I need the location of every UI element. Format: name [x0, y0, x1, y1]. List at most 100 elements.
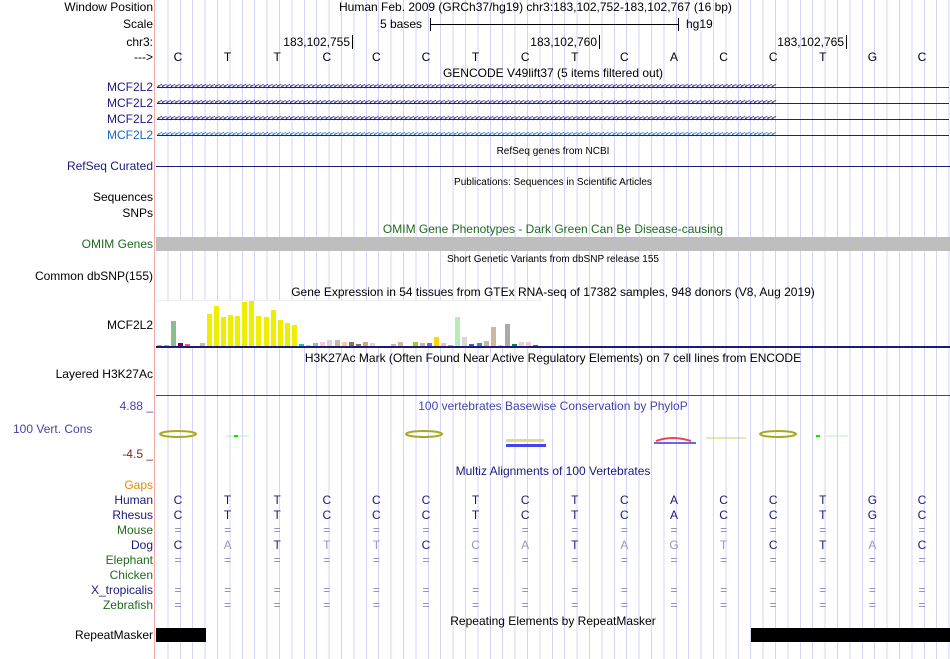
species-label[interactable]: Human — [114, 493, 153, 507]
gtex-title[interactable]: Gene Expression in 54 tissues from GTEx … — [291, 285, 815, 299]
alignment-base: = — [620, 523, 628, 537]
gtex-tissue-bar[interactable] — [512, 344, 517, 346]
gtex-tissue-bar[interactable] — [533, 345, 539, 346]
snps-label[interactable]: SNPs — [122, 206, 153, 220]
multiz-title[interactable]: Multiz Alignments of 100 Vertebrates — [455, 464, 651, 478]
alignment-base: G — [669, 538, 679, 552]
gtex-tissue-bar[interactable] — [462, 337, 468, 346]
gtex-tissue-bar[interactable] — [157, 345, 162, 346]
gtex-tissue-bar[interactable] — [391, 344, 397, 346]
gtex-tissue-bar[interactable] — [270, 310, 276, 346]
gtex-tissue-bar[interactable] — [263, 317, 269, 346]
gene-label[interactable]: MCF2L2 — [106, 80, 153, 94]
gtex-tissue-bar[interactable] — [362, 341, 368, 346]
gtex-tissue-bar[interactable] — [256, 316, 262, 346]
omim-label[interactable]: OMIM Genes — [81, 237, 153, 251]
gtex-tissue-bar[interactable] — [348, 342, 354, 346]
refseq-label[interactable]: RefSeq Curated — [66, 159, 153, 173]
gtex-tissue-bar[interactable] — [455, 317, 461, 346]
gtex-tissue-bar[interactable] — [519, 342, 525, 346]
gene-label[interactable]: MCF2L2 — [106, 96, 153, 110]
gtex-tissue-bar[interactable] — [277, 320, 283, 346]
gtex-tissue-bar[interactable] — [526, 341, 532, 346]
gene-transcript[interactable]: <<<<<<<<<<<<<<<<<<<<<<<<<<<<<<<<<<<<<<<<… — [157, 83, 949, 91]
gtex-tissue-bar[interactable] — [398, 341, 404, 346]
gtex-tissue-bar[interactable] — [299, 344, 304, 346]
gtex-tissue-bar[interactable] — [483, 341, 489, 346]
gtex-tissue-bar[interactable] — [341, 342, 347, 346]
gene-transcript[interactable]: <<<<<<<<<<<<<<<<<<<<<<<<<<<<<<<<<<<<<<<<… — [157, 115, 949, 123]
species-label[interactable]: Mouse — [116, 523, 153, 537]
base-letter: C — [719, 50, 728, 64]
gtex-tissue-bar[interactable] — [327, 340, 333, 346]
gtex-tissue-bar[interactable] — [228, 315, 233, 346]
gtex-tissue-bar[interactable] — [469, 344, 475, 346]
gene-label[interactable]: MCF2L2 — [106, 112, 153, 126]
gtex-tissue-bar[interactable] — [320, 342, 326, 346]
base-letter: T — [273, 50, 281, 64]
gtex-tissue-bar[interactable] — [441, 343, 446, 346]
dbsnp-label[interactable]: Common dbSNP(155) — [34, 269, 153, 283]
alignment-base: C — [620, 493, 629, 507]
species-label[interactable]: Chicken — [109, 568, 153, 582]
gtex-tissue-bar[interactable] — [185, 343, 191, 346]
gtex-label[interactable]: MCF2L2 — [106, 318, 153, 332]
gtex-tissue-bar[interactable] — [426, 343, 432, 346]
gtex-tissue-bar[interactable] — [171, 321, 177, 346]
h3k27ac-label[interactable]: Layered H3K27Ac — [55, 367, 153, 381]
gtex-tissue-bar[interactable] — [355, 344, 361, 346]
refseq-title[interactable]: RefSeq genes from NCBI — [496, 146, 610, 157]
gtex-tissue-bar[interactable] — [313, 343, 319, 346]
gtex-tissue-bar[interactable] — [448, 345, 454, 346]
phylop-title[interactable]: 100 vertebrates Basewise Conservation by… — [418, 399, 688, 413]
gtex-tissue-bar[interactable] — [412, 342, 418, 346]
gene-label[interactable]: MCF2L2 — [106, 128, 153, 142]
omim-gene-bar[interactable] — [156, 237, 950, 251]
repeat-element[interactable] — [751, 628, 950, 642]
gene-transcript[interactable]: <<<<<<<<<<<<<<<<<<<<<<<<<<<<<<<<<<<<<<<<… — [157, 99, 949, 107]
gtex-tissue-bar[interactable] — [235, 316, 241, 346]
gtex-tissue-bar[interactable] — [178, 342, 184, 346]
gtex-tissue-bar[interactable] — [370, 343, 375, 346]
gtex-tissue-bar[interactable] — [433, 336, 439, 346]
gtex-tissue-bar[interactable] — [199, 342, 205, 346]
gene-transcript[interactable]: <<<<<<<<<<<<<<<<<<<<<<<<<<<<<<<<<<<<<<<<… — [157, 131, 949, 139]
phylop-label[interactable]: 100 Vert. Cons — [13, 422, 93, 436]
gtex-tissue-bar[interactable] — [164, 345, 170, 346]
gtex-tissue-bar[interactable] — [419, 343, 425, 346]
species-label[interactable]: Dog — [130, 538, 153, 552]
gtex-tissue-bar[interactable] — [306, 345, 312, 346]
gtex-tissue-bar[interactable] — [497, 345, 503, 346]
species-label[interactable]: Elephant — [105, 553, 153, 567]
gtex-tissue-bar[interactable] — [220, 316, 226, 346]
gencode-title[interactable]: GENCODE V49lift37 (5 items filtered out) — [442, 66, 664, 80]
gtex-tissue-bar[interactable] — [213, 306, 219, 346]
gtex-tissue-bar[interactable] — [291, 325, 297, 346]
species-label[interactable]: X_tropicalis — [90, 583, 153, 597]
gtex-tissue-bar[interactable] — [242, 302, 248, 346]
dbsnp-title[interactable]: Short Genetic Variants from dbSNP releas… — [447, 254, 659, 265]
gtex-tissue-bar[interactable] — [490, 327, 496, 346]
gtex-tissue-bar[interactable] — [334, 340, 340, 346]
gtex-tissue-bar[interactable] — [206, 314, 212, 346]
species-label[interactable]: Rhesus — [112, 508, 153, 522]
gtex-tissue-bar[interactable] — [476, 343, 482, 346]
repeatmasker-label[interactable]: RepeatMasker — [74, 628, 153, 642]
h3k27ac-title[interactable]: H3K27Ac Mark (Often Found Near Active Re… — [304, 351, 802, 365]
gtex-tissue-bar[interactable] — [249, 301, 255, 346]
repeatmasker-title[interactable]: Repeating Elements by RepeatMasker — [450, 614, 656, 628]
gtex-bar-chart[interactable] — [156, 300, 542, 346]
gtex-tissue-bar[interactable] — [284, 323, 290, 346]
omim-title[interactable]: OMIM Gene Phenotypes - Dark Green Can Be… — [382, 222, 724, 236]
gtex-tissue-bar[interactable] — [504, 324, 510, 346]
base-letter: C — [372, 50, 381, 64]
alignment-base: = — [422, 523, 430, 537]
sequences-label[interactable]: Sequences — [92, 190, 153, 204]
refseq-line[interactable] — [156, 166, 950, 167]
species-label[interactable]: Zebrafish — [102, 598, 153, 612]
publications-title[interactable]: Publications: Sequences in Scientific Ar… — [454, 177, 652, 188]
phylop-glyphs[interactable] — [156, 425, 950, 450]
gaps-label[interactable]: Gaps — [124, 478, 153, 492]
repeat-element[interactable] — [156, 628, 206, 642]
